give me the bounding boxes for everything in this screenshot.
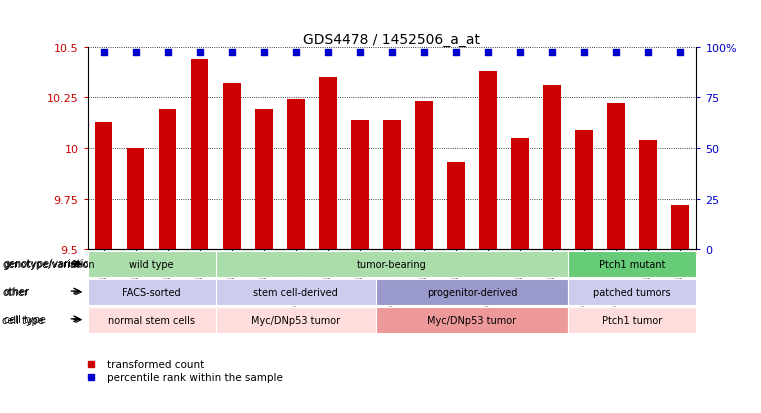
Text: genotype/variation: genotype/variation <box>4 259 97 269</box>
Bar <box>568 307 696 333</box>
Bar <box>376 307 568 333</box>
Bar <box>159 110 177 250</box>
Text: normal stem cells: normal stem cells <box>108 315 195 325</box>
Text: wild type: wild type <box>129 259 174 270</box>
Bar <box>255 110 272 250</box>
Point <box>642 49 654 56</box>
Bar <box>351 120 368 250</box>
Bar <box>639 140 657 250</box>
Bar <box>127 149 145 250</box>
Bar <box>416 102 433 250</box>
Text: FACS-sorted: FACS-sorted <box>123 287 181 297</box>
Bar <box>94 122 113 250</box>
Text: genotype/variation: genotype/variation <box>2 259 95 270</box>
Text: progenitor-derived: progenitor-derived <box>427 287 517 297</box>
Bar <box>191 59 209 250</box>
Bar <box>479 72 497 250</box>
Bar <box>383 120 401 250</box>
Bar <box>568 279 696 305</box>
Point <box>386 49 398 56</box>
Bar <box>376 279 568 305</box>
Point <box>514 49 526 56</box>
Bar <box>671 205 689 250</box>
Point <box>290 49 302 56</box>
Bar <box>319 78 336 250</box>
Point <box>129 49 142 56</box>
Point <box>193 49 205 56</box>
Text: patched tumors: patched tumors <box>594 287 671 297</box>
Point <box>97 49 110 56</box>
Bar <box>223 84 240 250</box>
Text: Ptch1 tumor: Ptch1 tumor <box>602 315 662 325</box>
Point <box>322 49 334 56</box>
Bar <box>568 252 696 278</box>
Point <box>610 49 622 56</box>
Bar <box>215 252 568 278</box>
Point <box>546 49 559 56</box>
Text: cell type: cell type <box>4 314 46 324</box>
Point <box>450 49 462 56</box>
Text: percentile rank within the sample: percentile rank within the sample <box>107 373 282 382</box>
Point <box>418 49 430 56</box>
Bar <box>287 100 304 250</box>
Bar <box>88 307 215 333</box>
Bar <box>511 138 529 250</box>
Text: cell type: cell type <box>2 315 44 325</box>
Bar <box>215 279 376 305</box>
Text: stem cell-derived: stem cell-derived <box>253 287 338 297</box>
Bar <box>88 252 215 278</box>
Text: Myc/DNp53 tumor: Myc/DNp53 tumor <box>251 315 340 325</box>
Point <box>354 49 366 56</box>
Text: Ptch1 mutant: Ptch1 mutant <box>599 259 665 270</box>
Text: transformed count: transformed count <box>107 359 204 369</box>
Point <box>674 49 686 56</box>
Bar <box>88 279 215 305</box>
Point <box>578 49 591 56</box>
Text: Myc/DNp53 tumor: Myc/DNp53 tumor <box>428 315 517 325</box>
Bar <box>607 104 625 250</box>
Point <box>258 49 270 56</box>
Point <box>225 49 237 56</box>
Bar <box>447 163 465 250</box>
Bar <box>575 131 593 250</box>
Text: tumor-bearing: tumor-bearing <box>357 259 427 270</box>
Text: other: other <box>4 286 30 297</box>
Point <box>482 49 494 56</box>
Text: other: other <box>2 287 28 297</box>
Title: GDS4478 / 1452506_a_at: GDS4478 / 1452506_a_at <box>304 33 480 47</box>
Bar <box>215 307 376 333</box>
Bar <box>543 86 561 250</box>
Point <box>161 49 174 56</box>
